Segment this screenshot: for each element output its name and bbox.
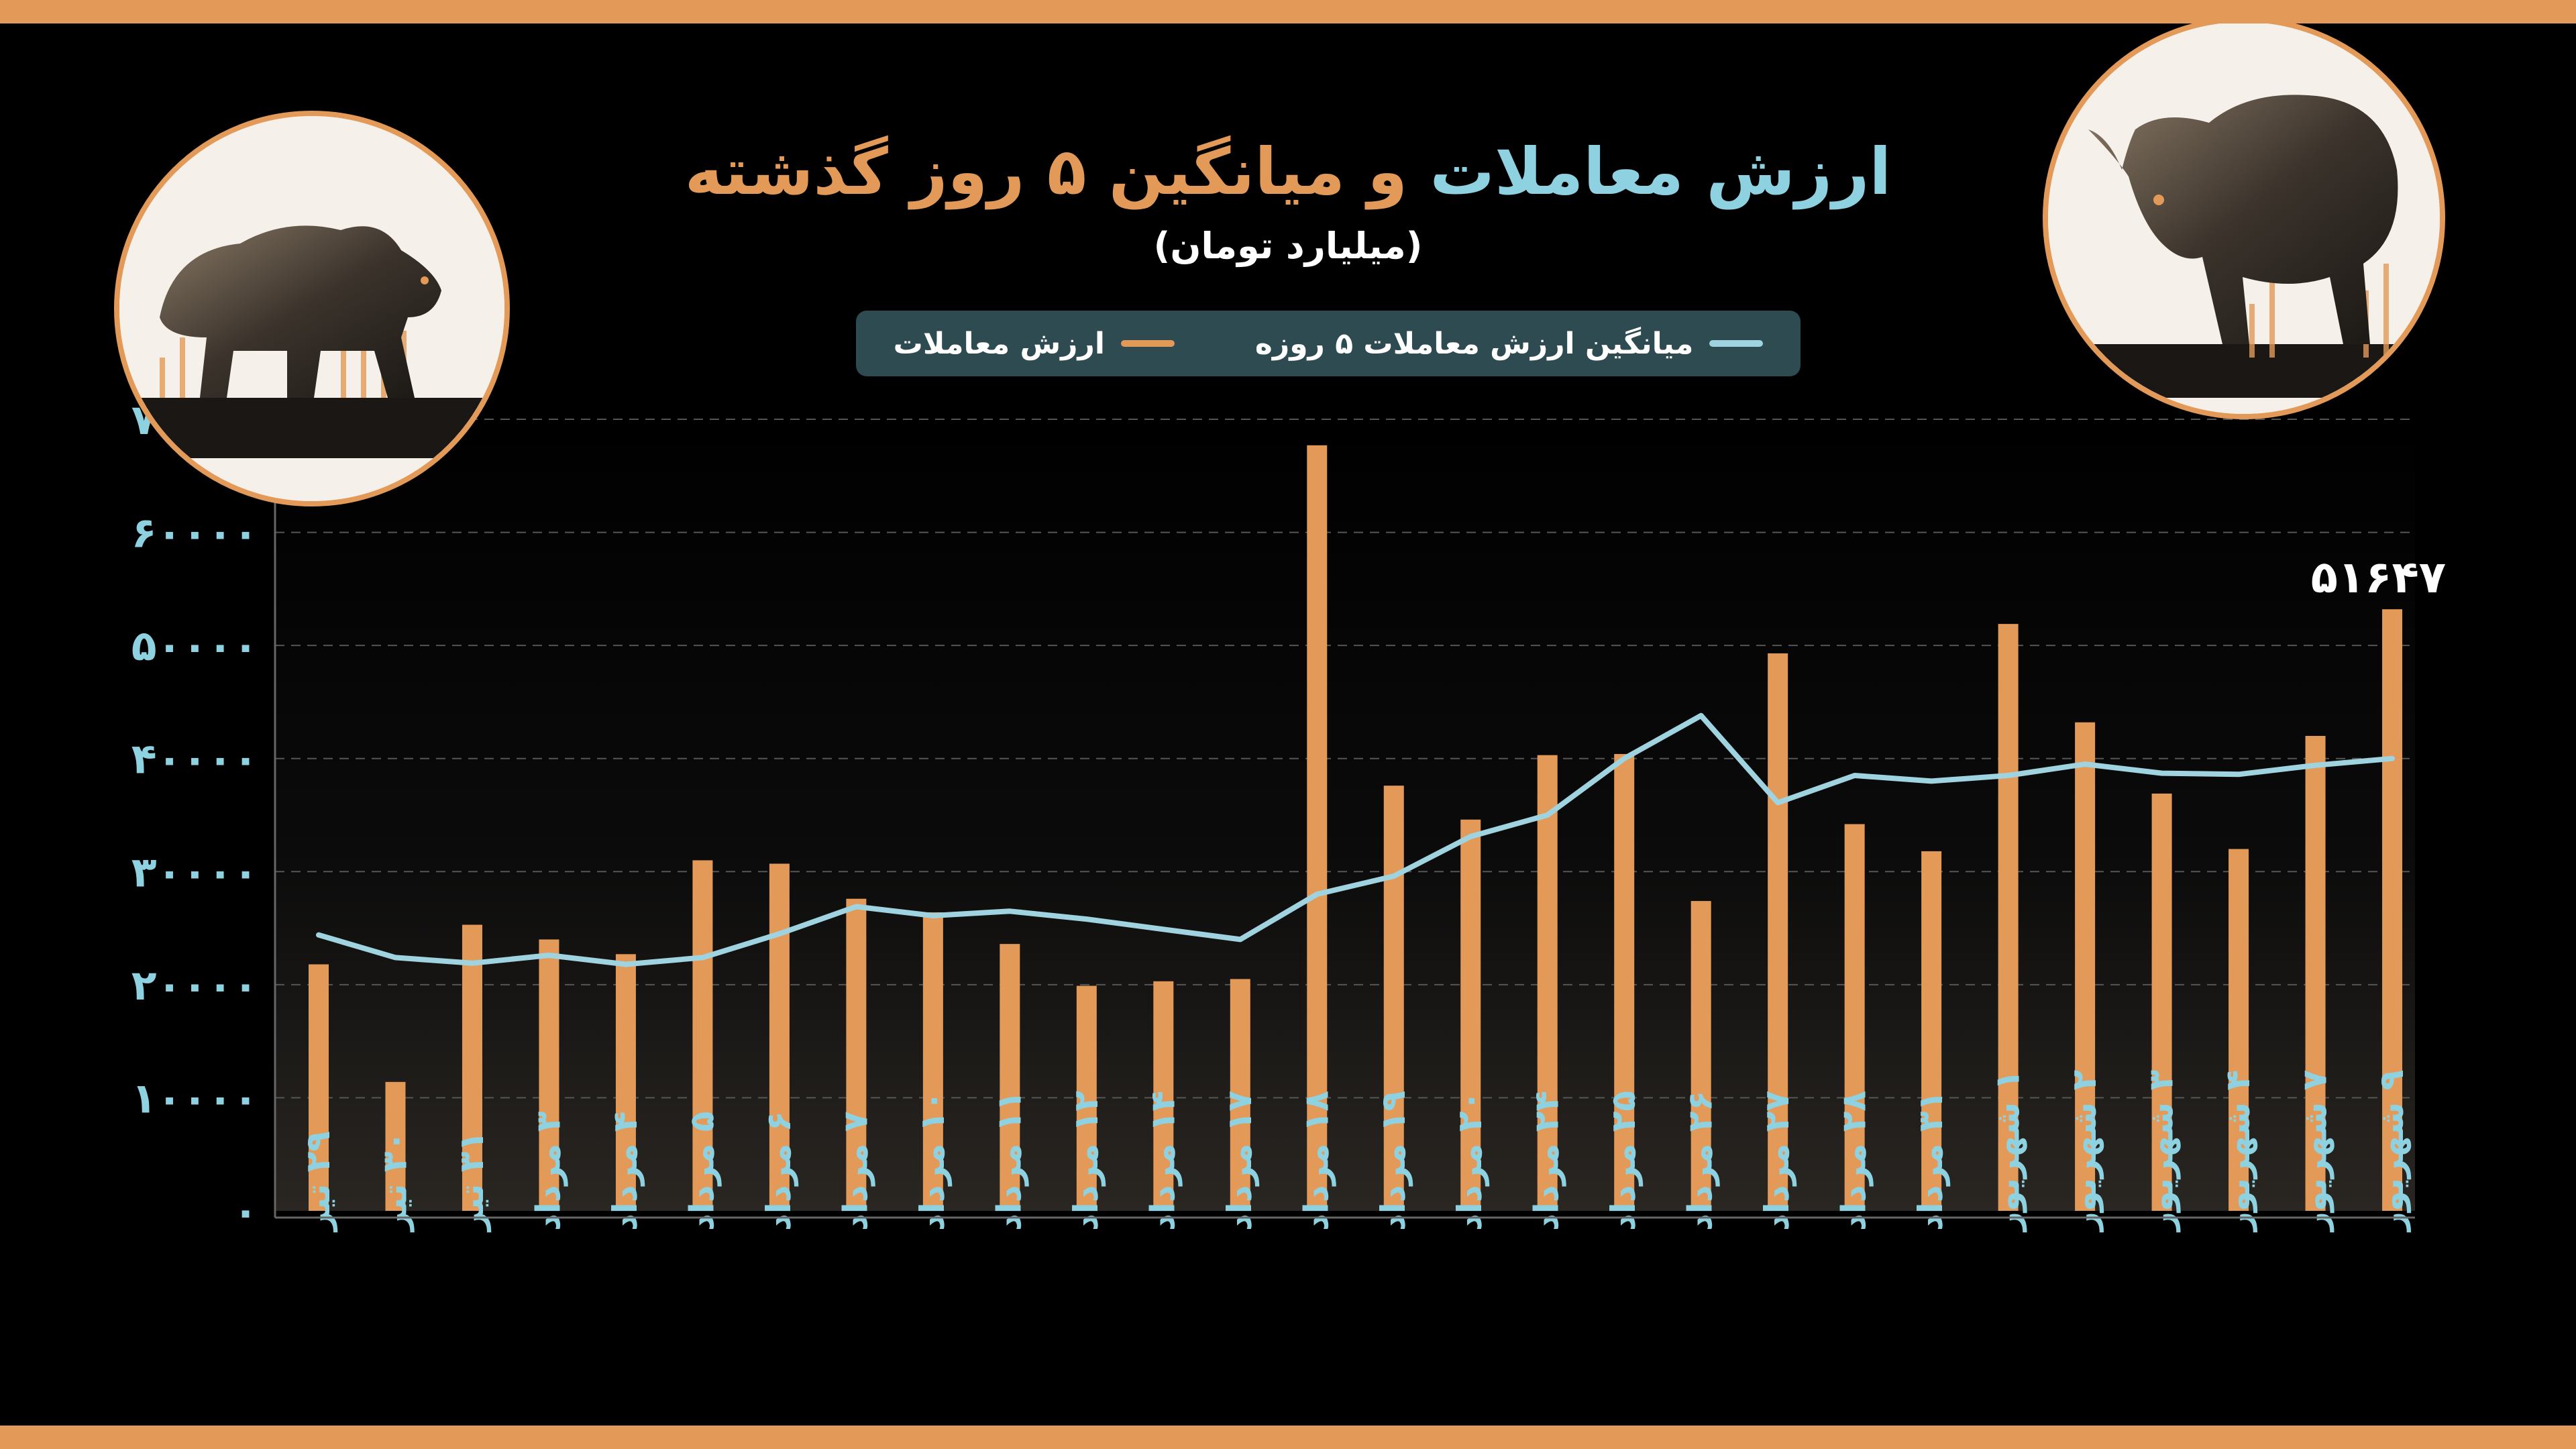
bar <box>1230 979 1250 1211</box>
chart-subtitle: (میلیارد تومان) <box>1153 225 1423 267</box>
x-tick-label: ۱۹ مرداد <box>1374 1091 1413 1231</box>
x-tick-label: ۱ شهریور <box>1988 1070 2028 1233</box>
x-tick-label: ۶ مرداد <box>759 1112 799 1231</box>
bar <box>1768 653 1788 1211</box>
title-part-1: ارزش معاملات <box>1430 134 1892 209</box>
y-tick-label: ۳۰۰۰۰ <box>131 847 258 896</box>
x-tick-label: ۳۱ مرداد <box>1911 1091 1951 1231</box>
chart-title: ارزش معاملات و میانگین ۵ روز گذشته <box>0 134 2576 209</box>
bar <box>769 863 790 1211</box>
x-tick-label: ۷ مرداد <box>836 1112 875 1231</box>
x-tick-label: ۲۷ مرداد <box>1758 1091 1797 1231</box>
bar <box>1000 944 1020 1211</box>
x-tick-label: ۲۴ مرداد <box>1527 1091 1567 1231</box>
bar <box>1307 445 1328 1211</box>
bar <box>2151 793 2172 1211</box>
bar <box>1460 819 1481 1211</box>
y-tick-label: ۰ <box>233 1187 258 1236</box>
x-tick-label: ۱۲ مرداد <box>1067 1091 1106 1231</box>
chart-svg: ۰۱۰۰۰۰۲۰۰۰۰۳۰۰۰۰۴۰۰۰۰۵۰۰۰۰۶۰۰۰۰۷۰۰۰۰ ۲۹ … <box>131 395 2446 1236</box>
x-tick-label: ۲۸ مرداد <box>1835 1091 1874 1231</box>
title-part-2: و میانگین ۵ روز گذشته <box>684 134 1408 209</box>
bar <box>1844 824 1865 1211</box>
bar <box>1153 981 1174 1211</box>
y-tick-label: ۶۰۰۰۰ <box>131 508 258 557</box>
bar <box>692 860 713 1211</box>
legend-value-label: ارزش معاملات <box>893 326 1105 361</box>
bar <box>615 954 636 1211</box>
average-line <box>316 712 2395 967</box>
bar <box>309 964 329 1211</box>
y-tick-label: ۲۰۰۰۰ <box>131 961 258 1010</box>
bar <box>385 1081 406 1211</box>
x-tick-label: ۹ شهریور <box>2372 1070 2412 1233</box>
bar <box>539 939 559 1211</box>
y-tick-label: ۵۰۰۰۰ <box>131 621 258 670</box>
bar <box>2229 849 2249 1211</box>
bull-icon <box>2043 23 2445 419</box>
legend-item-value: ارزش معاملات <box>894 327 1175 361</box>
x-tick-label: ۳۰ تیر <box>375 1131 415 1233</box>
x-tick-label: ۱۰ مرداد <box>913 1091 953 1231</box>
legend-average-label: میانگین ارزش معاملات ۵ روزه <box>1254 326 1694 361</box>
x-tick-label: ۳ مرداد <box>529 1112 568 1231</box>
bar <box>1921 851 1942 1211</box>
x-tick-label: ۲ شهریور <box>2065 1070 2104 1233</box>
legend-line-swatch <box>1709 340 1764 347</box>
x-tick-label: ۲۰ مرداد <box>1450 1091 1490 1231</box>
bar <box>2305 736 2326 1211</box>
bar <box>1537 755 1558 1211</box>
bar <box>2382 609 2403 1211</box>
bar <box>1690 901 1711 1211</box>
x-tick-label: ۳۱ تیر <box>452 1131 492 1233</box>
legend: میانگین ارزش معاملات ۵ روزه ارزش معاملات <box>856 311 1801 376</box>
bar <box>846 898 867 1211</box>
x-tick-label: ۱۱ مرداد <box>989 1091 1029 1231</box>
bar <box>1614 753 1635 1211</box>
x-tick-label: ۱۷ مرداد <box>1220 1091 1260 1231</box>
x-tick-label: ۲۵ مرداد <box>1604 1091 1644 1231</box>
bar <box>922 912 943 1211</box>
legend-bar-swatch <box>1120 340 1175 347</box>
value-annotation: ۵۱۶۴۷ <box>2311 551 2446 603</box>
x-tick-label: ۷ شهریور <box>2296 1070 2335 1233</box>
x-tick-label: ۳ شهریور <box>2142 1070 2182 1233</box>
x-tick-label: ۵ مرداد <box>682 1112 722 1231</box>
bar <box>1998 624 2019 1211</box>
chart-canvas: ۰۱۰۰۰۰۲۰۰۰۰۳۰۰۰۰۴۰۰۰۰۵۰۰۰۰۶۰۰۰۰۷۰۰۰۰ ۲۹ … <box>0 23 2576 1426</box>
bear-icon <box>114 111 510 506</box>
x-tick-label: ۲۶ مرداد <box>1681 1091 1721 1231</box>
x-tick-label: ۲۹ تیر <box>299 1131 338 1233</box>
x-tick-label: ۴ مرداد <box>606 1112 645 1231</box>
bar <box>2075 722 2096 1211</box>
x-tick-label: ۴ شهریور <box>2218 1070 2258 1233</box>
bar <box>1076 985 1097 1211</box>
x-tick-label: ۱۴ مرداد <box>1143 1091 1183 1231</box>
bar <box>462 924 482 1211</box>
bar <box>1383 786 1404 1211</box>
legend-item-average: میانگین ارزش معاملات ۵ روزه <box>1254 326 1764 361</box>
y-tick-label: ۱۰۰۰۰ <box>131 1073 258 1122</box>
x-tick-label: ۱۸ مرداد <box>1297 1091 1336 1231</box>
y-tick-label: ۴۰۰۰۰ <box>131 735 258 784</box>
